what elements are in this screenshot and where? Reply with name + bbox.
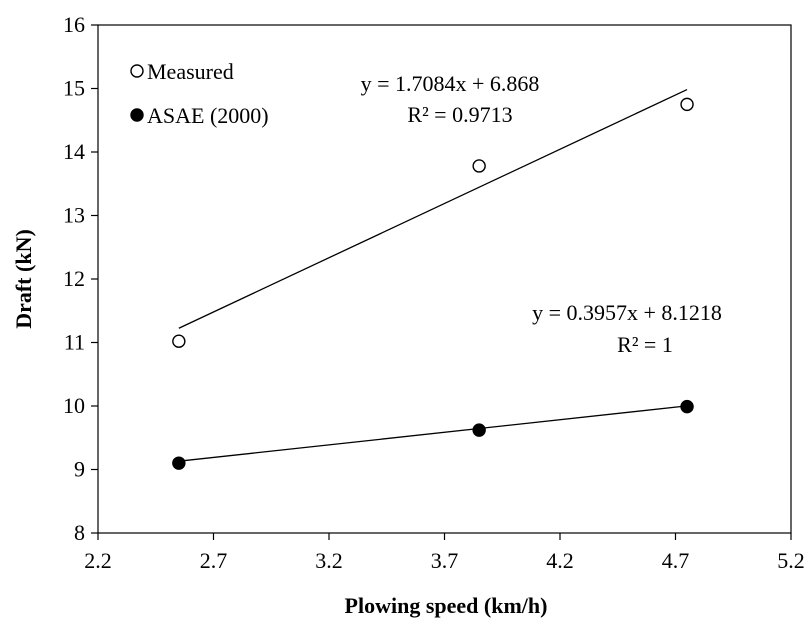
legend-marker-asae bbox=[130, 108, 144, 122]
points bbox=[172, 97, 694, 470]
y-tick-label: 12 bbox=[63, 266, 85, 291]
asae-equation: y = 0.3957x + 8.1218 bbox=[532, 300, 722, 325]
point-measured bbox=[172, 334, 186, 348]
x-tick-label: 4.7 bbox=[662, 548, 690, 573]
x-tick-label: 3.7 bbox=[431, 548, 459, 573]
trendline-asae bbox=[178, 405, 688, 462]
x-tick-label: 2.7 bbox=[200, 548, 228, 573]
point-measured bbox=[680, 97, 694, 112]
point-asae bbox=[680, 399, 694, 414]
x-axis-title: Plowing speed (km/h) bbox=[345, 593, 548, 618]
point-measured bbox=[472, 159, 486, 173]
x-tick-label: 3.2 bbox=[315, 548, 343, 573]
legend-label-asae: ASAE (2000) bbox=[147, 103, 269, 128]
measured-equation: y = 1.7084x + 6.868 bbox=[361, 71, 540, 96]
y-tick-label: 10 bbox=[63, 393, 85, 418]
x-tick-label: 2.2 bbox=[84, 548, 112, 573]
y-tick-label: 8 bbox=[74, 520, 85, 545]
point-asae bbox=[172, 456, 186, 470]
y-axis-title: Draft (kN) bbox=[11, 229, 36, 329]
legend-marker-measured bbox=[130, 64, 144, 78]
point-asae bbox=[472, 423, 486, 437]
measured-r2: R² = 0.9713 bbox=[407, 102, 512, 127]
x-tick-label: 5.2 bbox=[777, 548, 805, 573]
legend-label-measured: Measured bbox=[147, 59, 234, 84]
x-tick-label: 4.2 bbox=[546, 548, 574, 573]
y-tick-label: 11 bbox=[64, 330, 85, 355]
y-tick-label: 9 bbox=[74, 457, 85, 482]
legend: Measured ASAE (2000) bbox=[130, 59, 269, 128]
y-tick-label: 13 bbox=[63, 203, 85, 228]
y-tick-label: 16 bbox=[63, 12, 85, 37]
ticks: 2.2 2.7 3.2 3.7 4.2 4.7 5.2 8 9 10 11 12 13 14 15 16 bbox=[63, 12, 805, 573]
y-tick-label: 15 bbox=[63, 76, 85, 101]
trendlines bbox=[178, 88, 688, 462]
asae-r2: R² = 1 bbox=[617, 332, 673, 357]
y-tick-label: 14 bbox=[63, 139, 85, 164]
trendline-measured bbox=[178, 88, 688, 329]
